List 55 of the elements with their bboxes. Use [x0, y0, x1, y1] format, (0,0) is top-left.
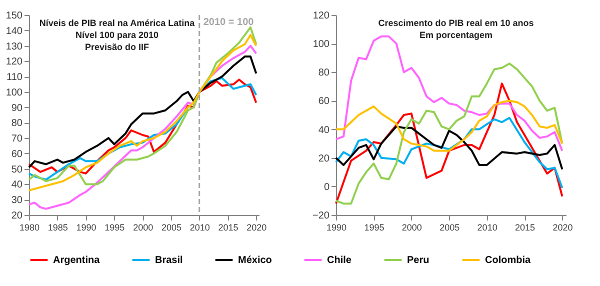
y-tick-label: 80 — [11, 118, 23, 130]
legend-label: Peru — [407, 255, 430, 266]
y-tick-label: 20 — [11, 210, 23, 222]
y-tick-label: 50 — [11, 164, 23, 176]
y-tick-label: 120 — [6, 56, 23, 68]
text: Nível 100 para 2010 — [75, 30, 159, 40]
x-tick-label: 2000 — [402, 222, 422, 232]
y-tick-label: 30 — [11, 195, 23, 206]
y-tick-label: 40 — [11, 180, 23, 191]
y-tick-label: 140 — [6, 26, 23, 37]
x-tick-label: 2020 — [246, 222, 267, 232]
line-series — [335, 116, 564, 189]
x-tick-label: 2000 — [133, 222, 154, 232]
x-tick-label: 1985 — [48, 222, 68, 232]
y-tick-label: 60 — [11, 148, 23, 160]
x-tick-label: 2015 — [515, 222, 536, 232]
y-tick-label: 90 — [11, 102, 23, 114]
y-tick-label: 130 — [6, 41, 23, 52]
x-tick-label: 2020 — [552, 222, 573, 232]
legend-label: Argentina — [53, 255, 100, 266]
x-tick-label: 2010 — [477, 222, 498, 232]
y-tick-label: 150 — [6, 10, 23, 22]
y-tick-label: 100 — [312, 39, 330, 50]
line-series — [335, 125, 564, 170]
y-tick-label: 110 — [6, 72, 23, 84]
x-tick-label: 2005 — [440, 222, 460, 232]
y-tick-label: 70 — [11, 134, 23, 145]
text: Em porcentagem — [419, 30, 493, 40]
chart-title: Crescimento do PIB real em 10 anos — [378, 18, 534, 28]
chart-title: Níveis de PIB real na América Latina — [39, 18, 196, 28]
x-tick-label: 1990 — [326, 222, 347, 232]
y-tick-label: 0 — [324, 182, 330, 193]
y-tick-label: 100 — [6, 87, 23, 98]
x-tick-label: 2010 — [190, 222, 210, 232]
line-series — [28, 44, 258, 210]
y-tick-label: 40 — [318, 124, 330, 136]
annotation: Previsão do IIF — [84, 42, 150, 52]
x-tick-label: 1995 — [104, 222, 125, 232]
line-series — [28, 56, 258, 168]
legend-label: Brasil — [155, 255, 184, 266]
y-tick-label: 120 — [312, 10, 330, 22]
y-tick-label: 80 — [318, 68, 330, 79]
x-tick-label: 2005 — [161, 222, 182, 232]
legend-label: Colombia — [485, 255, 531, 266]
legend-label: Chile — [327, 255, 352, 266]
legend-label: México — [238, 255, 272, 266]
x-tick-label: 1980 — [19, 222, 40, 232]
y-tick-label: 60 — [318, 96, 330, 108]
y-tick-label: −20 — [312, 210, 330, 222]
ref-line-label: 2010 = 100 — [203, 17, 254, 28]
x-tick-label: 1995 — [364, 222, 384, 232]
x-tick-label: 1990 — [76, 222, 96, 232]
line-series — [335, 100, 564, 152]
x-tick-label: 2015 — [218, 222, 238, 232]
y-tick-label: 20 — [318, 153, 330, 164]
